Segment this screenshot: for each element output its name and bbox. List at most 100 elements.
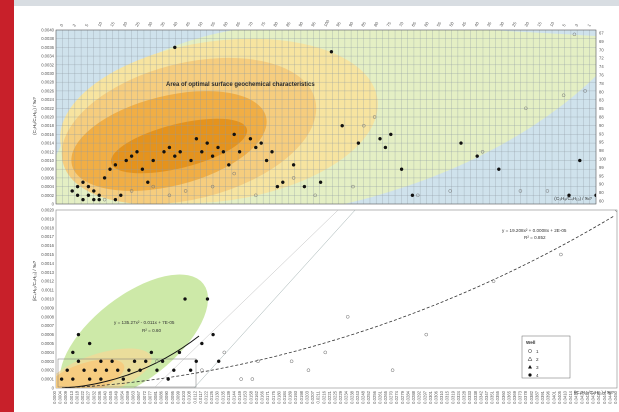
bottom-x-axis-label: (iC₄H₁₀/C₄H₁₀) / ‰? [574,390,615,395]
data-point [149,350,154,355]
bottom-tick-label: 0.0193 [293,390,298,403]
data-point [270,150,274,154]
top-tick-label: 5 [84,22,90,27]
data-point [356,141,361,145]
data-point [132,359,137,364]
bottom-tick-label: 0.0360 [501,390,506,403]
data-point [115,368,120,372]
fit-curve-1 [61,335,200,388]
right-tick-label: 67 [599,31,604,36]
data-point [200,368,204,372]
data-point [362,123,366,128]
data-point [313,193,317,198]
right-tick-label: 88 [599,115,604,120]
top-strip [14,0,619,6]
bottom-tick-label: 0.0045 [108,390,113,403]
top-tick-label: 70 [398,20,405,27]
bottom-tick-label: 0.0256 [372,390,377,403]
data-point [289,359,294,364]
data-point [424,332,429,337]
bottom-left-tick-label: 0.0002 [41,368,54,373]
top-left-tick-label: 0.0014 [41,141,54,146]
bottom-left-tick-label: 0.0010 [41,297,54,302]
bottom-tick-label: 0.0081 [153,390,158,403]
right-tick-label: 90 [599,182,604,187]
top-left-tick-label: 0.0002 [41,193,54,198]
data-point [340,123,344,128]
top-tick-label: 45 [184,20,191,27]
bottom-tick-label: 0.0099 [175,390,180,403]
top-chart-panel: Area of optimal surface geochemical char… [32,18,607,207]
bottom-tick-label: 0.0207 [310,390,315,403]
legend-label: 1 [536,349,539,354]
data-point [211,332,215,337]
top-tick-label: 55 [210,20,217,27]
right-tick-label: 72 [599,56,604,61]
bottom-tick-label: 0.0130 [215,390,220,403]
data-point [491,279,496,283]
data-point [189,158,193,163]
data-point [318,180,323,184]
top-axis-ticks: 0 2 5 10 15 20 25 30 35 40 45 50 55 60 65 70 75 80 85 90 95 1… [59,18,592,27]
top-grid [55,29,597,205]
top-tick-label: 40 [473,20,480,27]
data-point [448,189,452,193]
bottom-tick-label: 0.0279 [400,390,405,403]
data-point [119,193,123,198]
data-point [144,359,148,364]
data-point [227,163,231,167]
bottom-tick-label: 0.0234 [344,390,349,403]
top-x-axis-label: (C₃H₈/C₄H₁₀) / ‰? [554,196,592,201]
bottom-tick-label: 0.0158 [248,390,253,403]
data-point [75,193,80,198]
bottom-left-tick-label: 0.0020 [41,208,54,213]
data-point [76,359,81,364]
data-point [572,32,577,37]
data-point [59,377,64,381]
data-point [200,150,204,154]
top-tick-label: 20 [122,20,129,27]
top-tick-label: 95 [310,20,317,27]
top-tick-label: 5 [561,22,567,27]
figure: Area of optimal surface geochemical char… [32,18,618,403]
data-point [173,154,177,158]
data-point [545,189,550,193]
data-point [99,377,103,381]
data-point [210,154,215,158]
top-tick-label: 15 [536,20,543,27]
top-tick-label: 10 [96,20,103,27]
bottom-tick-label: 0.0018 [74,390,79,403]
bottom-tick-label: 0.0274 [394,390,399,403]
bottom-left-tick-label: 0.0019 [41,216,54,221]
bottom-tick-label: 0.0203 [304,390,309,403]
top-left-tick-label: 0 [52,202,55,207]
data-point [459,141,463,145]
fit1-equation: y = 135.27x² - 0.011x + 7E-05 [114,320,175,325]
bottom-tick-label: 0.0315 [445,390,450,403]
data-point [351,184,355,189]
data-point [524,106,528,111]
top-left-tick-label: 0.0032 [41,62,54,67]
data-point [92,189,96,193]
top-tick-label: 3 [574,22,580,27]
top-tick-label: 75 [385,20,392,27]
top-left-tick-label: 0.0038 [41,36,54,41]
bottom-tick-label: 0.0117 [198,390,203,403]
top-tick-label: 80 [272,20,279,27]
right-tick-label: 93 [599,131,604,136]
data-point [81,180,85,184]
data-point [183,189,188,193]
top-tick-label: 1 [586,22,592,27]
bottom-left-tick-label: 0.0004 [41,350,54,355]
optimal-area-annotation: Area of optimal surface geochemical char… [166,82,315,88]
top-tick-label: 50 [197,20,204,27]
bottom-tick-label: 0.0252 [366,390,371,403]
top-left-tick-label: 0.0040 [41,28,54,33]
left-axis-ticks-bottom: 0.0020 0.0019 0.0018 0.0017 0.0016 0.0015 0.00… [41,208,54,391]
bottom-tick-label: 0.0355 [495,390,500,403]
right-tick-label: 99 [599,165,604,170]
bottom-tick-label: 0.0095 [170,390,175,403]
data-point [232,171,236,176]
legend-label: 4 [536,373,539,378]
data-point [71,377,75,381]
